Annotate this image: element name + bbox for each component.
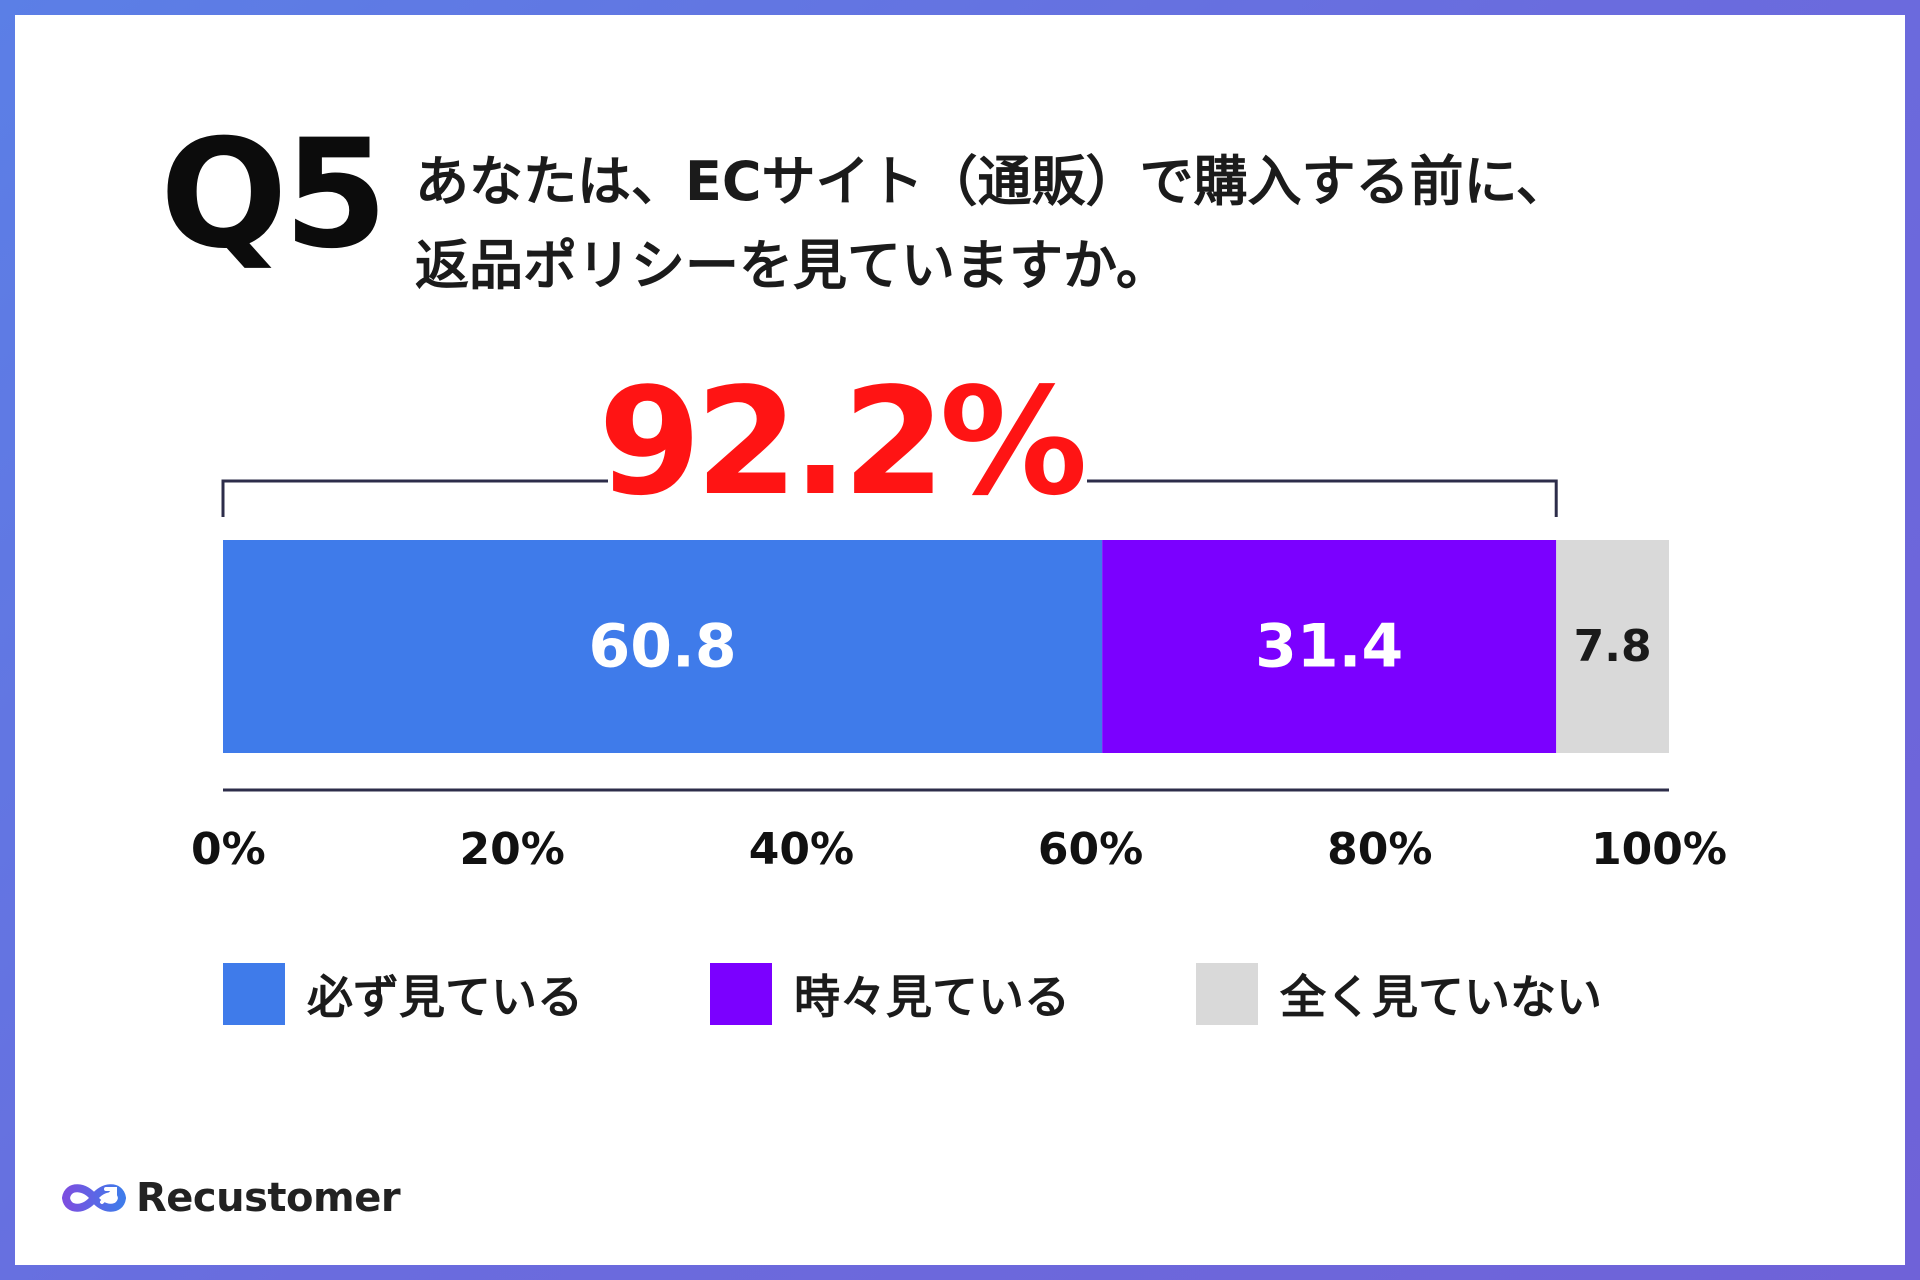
brand-name: Recustomer [136,1175,401,1221]
data-label-2: 7.8 [1574,621,1652,672]
legend-label-sometimes: 時々見ている [794,970,1070,1024]
x-tick-label-2: 40% [749,824,854,875]
question-number: Q5 [160,108,388,282]
legend-item-always: 必ず見ている [223,963,583,1025]
infinity-arrow-icon [61,1184,127,1212]
bar-segment-1 [1102,540,1557,753]
question-text: あなたは、ECサイト（通販）で購入する前に、 返品ポリシーを見ていますか。 [415,140,1815,308]
bar-segment-0 [223,540,1103,753]
bracket-right [1087,479,1558,517]
question-line-1: あなたは、ECサイト（通販）で購入する前に、 [415,150,1570,213]
legend-label-always: 必ず見ている [307,970,583,1024]
bracket-left [221,479,608,517]
combined-percentage: 92.2% [598,356,1087,528]
data-label-0: 60.8 [589,612,737,682]
data-label-1: 31.4 [1255,612,1403,682]
x-tick-label-1: 20% [460,824,565,875]
x-tick-label-4: 80% [1327,824,1432,875]
legend-swatch-always [223,963,285,1025]
question-line-2: 返品ポリシーを見ていますか。 [415,234,1170,297]
x-tick-label-5: 100% [1591,824,1727,875]
bar-segment-2 [1556,540,1669,753]
legend-item-sometimes: 時々見ている [710,963,1070,1025]
legend-item-never: 全く見ていない [1196,963,1602,1025]
legend-swatch-never [1196,963,1258,1025]
x-tick-label-3: 60% [1038,824,1143,875]
legend-swatch-sometimes [710,963,772,1025]
x-tick-label-0: 0% [191,824,266,875]
brand-logo: Recustomer [58,1172,401,1224]
legend-label-never: 全く見ていない [1280,970,1602,1024]
